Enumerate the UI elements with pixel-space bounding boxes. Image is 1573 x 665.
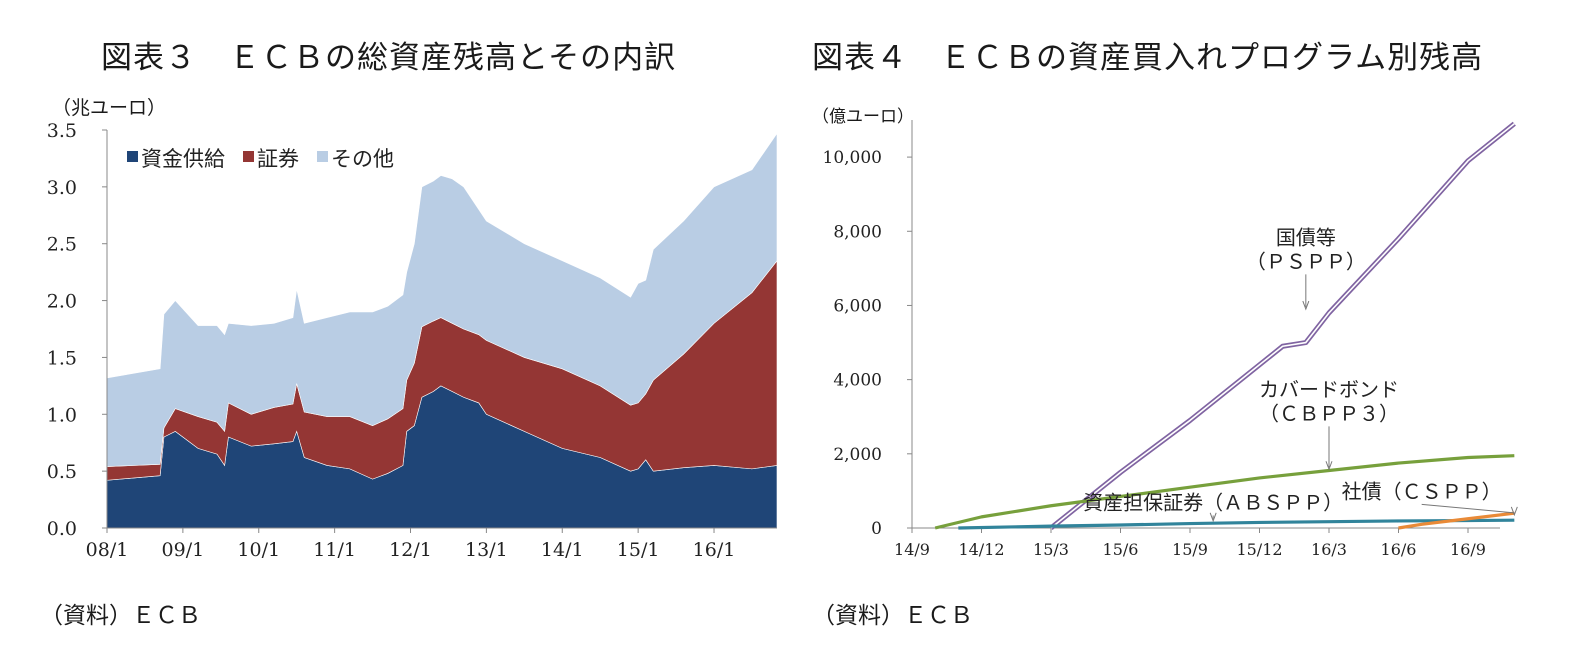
x-tick-label: 14/9 xyxy=(894,540,930,559)
y-tick-label: 6,000 xyxy=(833,296,882,316)
x-tick-label: 13/1 xyxy=(465,539,508,561)
series-line-4 xyxy=(1398,511,1515,530)
y-tick-label: 0 xyxy=(871,519,882,539)
annotation-label: 資産担保証券（ＡＢＳＰＰ） xyxy=(1083,490,1343,514)
x-tick-label: 16/6 xyxy=(1381,540,1417,559)
y-tick-label: 10,000 xyxy=(823,148,882,168)
series-line-inner xyxy=(1050,123,1515,529)
legend-swatch xyxy=(317,151,328,162)
y-tick-label: 2,000 xyxy=(833,445,882,465)
legend-swatch xyxy=(243,151,254,162)
x-tick-label: 16/9 xyxy=(1450,540,1486,559)
x-tick-label: 11/1 xyxy=(313,539,356,561)
fig3-chart: 3.5 3.0 2.5 2.0 1.5 1.0 0.5 0.0 08/1 09/1 10/1 11/1… xyxy=(47,120,778,561)
x-tick-label: 15/9 xyxy=(1172,540,1208,559)
y-tick-label: 0.0 xyxy=(47,518,77,540)
x-tick-label: 15/12 xyxy=(1236,540,1282,559)
area-3 xyxy=(106,132,778,467)
x-tick-label: 09/1 xyxy=(162,539,205,561)
y-tick-label: 3.5 xyxy=(47,120,77,142)
y-tick-label: 2.5 xyxy=(47,234,77,256)
y-tick-label: 4,000 xyxy=(833,371,882,391)
x-tick-label: 15/6 xyxy=(1103,540,1139,559)
x-tick-label: 12/1 xyxy=(389,539,432,561)
annotation-arrowhead xyxy=(1325,461,1333,471)
legend-label: その他 xyxy=(331,147,394,171)
annotation-arrow xyxy=(1421,503,1515,514)
x-tick-label: 10/1 xyxy=(237,539,280,561)
y-tick-label: 0.5 xyxy=(47,461,77,483)
annotation-label: 社債（ＣＳＰＰ） xyxy=(1342,479,1502,503)
x-tick-label: 14/1 xyxy=(541,539,584,561)
fig3-unit-label: （兆ユーロ） xyxy=(52,97,167,119)
x-tick-label: 15/3 xyxy=(1033,540,1069,559)
annotation-label: 国債等 xyxy=(1276,225,1336,249)
legend-label: 証券 xyxy=(257,147,299,171)
legend-swatch xyxy=(127,151,138,162)
x-tick-label: 08/1 xyxy=(86,539,129,561)
y-tick-label: 8,000 xyxy=(833,222,882,242)
x-tick-label: 16/3 xyxy=(1311,540,1347,559)
annotation-arrowhead xyxy=(1302,300,1310,311)
y-tick-label: 1.0 xyxy=(47,404,77,426)
x-tick-label: 15/1 xyxy=(617,539,660,561)
fig3-title: 図表３ ＥＣＢの総資産残高とその内訳 xyxy=(101,40,677,76)
series-line-2 xyxy=(934,454,1515,530)
fig4-title: 図表４ ＥＣＢの資産買入れプログラム別残高 xyxy=(812,40,1484,76)
y-tick-label: 2.0 xyxy=(47,291,77,313)
annotation-arrowhead xyxy=(1209,512,1217,523)
annotation-label: カバードボンド xyxy=(1259,377,1399,401)
fig3-source: （資料）ＥＣＢ xyxy=(40,603,201,629)
fig4-chart: 10,000 8,000 6,000 4,000 2,000 0 14/9 14/12 15/3… xyxy=(823,120,1518,559)
x-tick-label: 16/1 xyxy=(693,539,736,561)
fig4-source: （資料）ＥＣＢ xyxy=(812,603,973,629)
x-tick-label: 14/12 xyxy=(958,540,1004,559)
series-line-outer xyxy=(1049,121,1516,530)
annotation-arrowhead xyxy=(1510,506,1518,517)
legend-label: 資金供給 xyxy=(141,147,225,171)
annotation-label: （ＣＢＰＰ３） xyxy=(1259,401,1399,425)
y-tick-label: 1.5 xyxy=(47,347,77,369)
annotation-label: （ＰＳＰＰ） xyxy=(1246,249,1366,273)
y-tick-label: 3.0 xyxy=(47,177,77,199)
fig4-unit-label: （億ユーロ） xyxy=(812,107,914,127)
